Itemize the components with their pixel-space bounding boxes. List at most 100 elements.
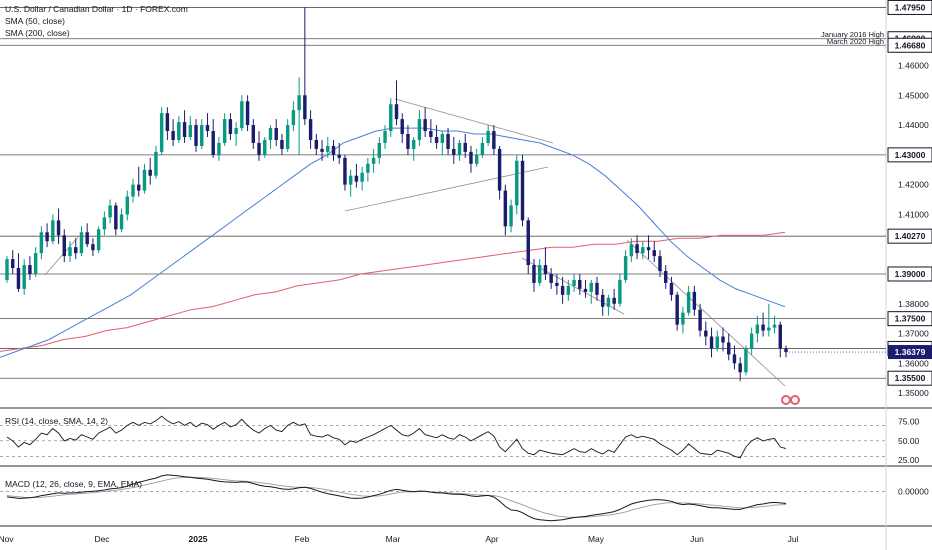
candle-body bbox=[159, 113, 164, 152]
level-label-box bbox=[887, 370, 932, 386]
candle-body bbox=[400, 119, 404, 135]
candle-body bbox=[68, 247, 72, 257]
candle-body bbox=[635, 244, 639, 254]
candle-body bbox=[96, 229, 101, 251]
candle-body bbox=[131, 184, 135, 197]
rsi-tick-label: 25.00 bbox=[898, 455, 920, 465]
candle-body bbox=[715, 336, 719, 349]
level-label-box bbox=[887, 228, 932, 244]
candle-body bbox=[354, 175, 359, 182]
candles bbox=[5, 7, 886, 382]
candle-body bbox=[394, 104, 399, 120]
price-tick-label: 1.35000 bbox=[898, 388, 929, 398]
candle-body bbox=[440, 134, 445, 143]
candle-body bbox=[188, 125, 193, 137]
candle-body bbox=[520, 160, 525, 221]
candle-body bbox=[503, 190, 508, 227]
candle-body bbox=[257, 142, 261, 155]
candle-body bbox=[469, 151, 473, 164]
event-flags[interactable] bbox=[781, 395, 800, 405]
candle-body bbox=[263, 139, 267, 155]
candle-body bbox=[33, 253, 38, 274]
trendline-descending-2 bbox=[626, 239, 786, 387]
price-tick-label: 1.36000 bbox=[898, 358, 929, 368]
price-tick-label: 1.37000 bbox=[898, 329, 929, 339]
candle-body bbox=[343, 157, 347, 185]
candle-body bbox=[222, 119, 227, 143]
candle-body bbox=[234, 128, 238, 135]
rsi-line bbox=[6, 415, 787, 459]
candle-body bbox=[532, 265, 536, 283]
candle-body bbox=[245, 101, 250, 126]
x-tick-label: 2025 bbox=[189, 534, 208, 544]
level-label: 1.37500 bbox=[895, 314, 926, 324]
candle-body bbox=[125, 196, 130, 215]
candle-body bbox=[549, 273, 553, 283]
candle-body bbox=[171, 131, 175, 140]
candle-body bbox=[537, 265, 542, 283]
x-tick-label: Dec bbox=[94, 534, 110, 544]
candle-body bbox=[56, 220, 61, 236]
candle-body bbox=[148, 169, 152, 176]
candle-body bbox=[228, 119, 233, 135]
candle-body bbox=[446, 134, 450, 149]
candle-body bbox=[371, 157, 376, 164]
x-tick-label: Feb bbox=[295, 534, 310, 544]
candle-body bbox=[291, 110, 296, 126]
candle-body bbox=[595, 282, 599, 295]
trendline-lower bbox=[344, 166, 549, 212]
candle-body bbox=[154, 151, 158, 176]
moving-averages bbox=[0, 127, 786, 358]
x-tick-label: Mar bbox=[386, 534, 401, 544]
horizontal-levels bbox=[0, 7, 886, 379]
trendline-early bbox=[44, 236, 79, 276]
candle-body bbox=[119, 214, 124, 230]
candle-body bbox=[474, 154, 479, 164]
candle-body bbox=[612, 297, 616, 304]
candle-body bbox=[641, 247, 645, 254]
candle-body bbox=[360, 172, 364, 182]
candle-body bbox=[732, 354, 737, 364]
candle-body bbox=[755, 324, 760, 334]
candle-body bbox=[320, 148, 324, 152]
candle-body bbox=[606, 297, 611, 307]
ca-flag-icon-inner bbox=[792, 397, 798, 403]
candle-body bbox=[686, 291, 691, 313]
price-tick-label: 1.46000 bbox=[898, 61, 929, 71]
level-label: 1.40270 bbox=[895, 231, 926, 241]
candle-body bbox=[457, 142, 462, 155]
candle-body bbox=[11, 259, 15, 269]
candle-body bbox=[434, 136, 439, 143]
candle-body bbox=[326, 145, 330, 152]
candle-body bbox=[704, 330, 708, 337]
candle-body bbox=[308, 119, 313, 140]
candle-body bbox=[114, 205, 118, 230]
candle-body bbox=[377, 142, 382, 158]
x-tick-label: Apr bbox=[485, 534, 498, 544]
level-label-box bbox=[887, 311, 932, 327]
level-label: 1.39000 bbox=[895, 269, 926, 279]
candle-body bbox=[486, 131, 490, 143]
candle-body bbox=[417, 119, 422, 140]
chart-title: U.S. Dollar / Canadian Dollar · 1D · FOR… bbox=[5, 4, 188, 14]
candle-body bbox=[85, 232, 89, 245]
macd-line bbox=[6, 474, 787, 522]
candle-body bbox=[515, 160, 519, 206]
candle-body bbox=[497, 148, 502, 191]
candle-body bbox=[744, 348, 748, 373]
price-tick-label: 1.41000 bbox=[898, 209, 929, 219]
candle-body bbox=[194, 125, 198, 146]
sma200-legend: SMA (200, close) bbox=[5, 28, 70, 38]
candle-body bbox=[566, 285, 571, 295]
candle-body bbox=[22, 265, 26, 289]
price-tick-label: 1.44000 bbox=[898, 120, 929, 130]
candle-body bbox=[211, 131, 215, 155]
candle-body bbox=[480, 142, 485, 155]
candle-body bbox=[681, 312, 685, 325]
candle-body bbox=[709, 336, 714, 349]
candle-body bbox=[51, 220, 55, 242]
level-label-box bbox=[887, 266, 932, 282]
candle-body bbox=[429, 131, 433, 137]
